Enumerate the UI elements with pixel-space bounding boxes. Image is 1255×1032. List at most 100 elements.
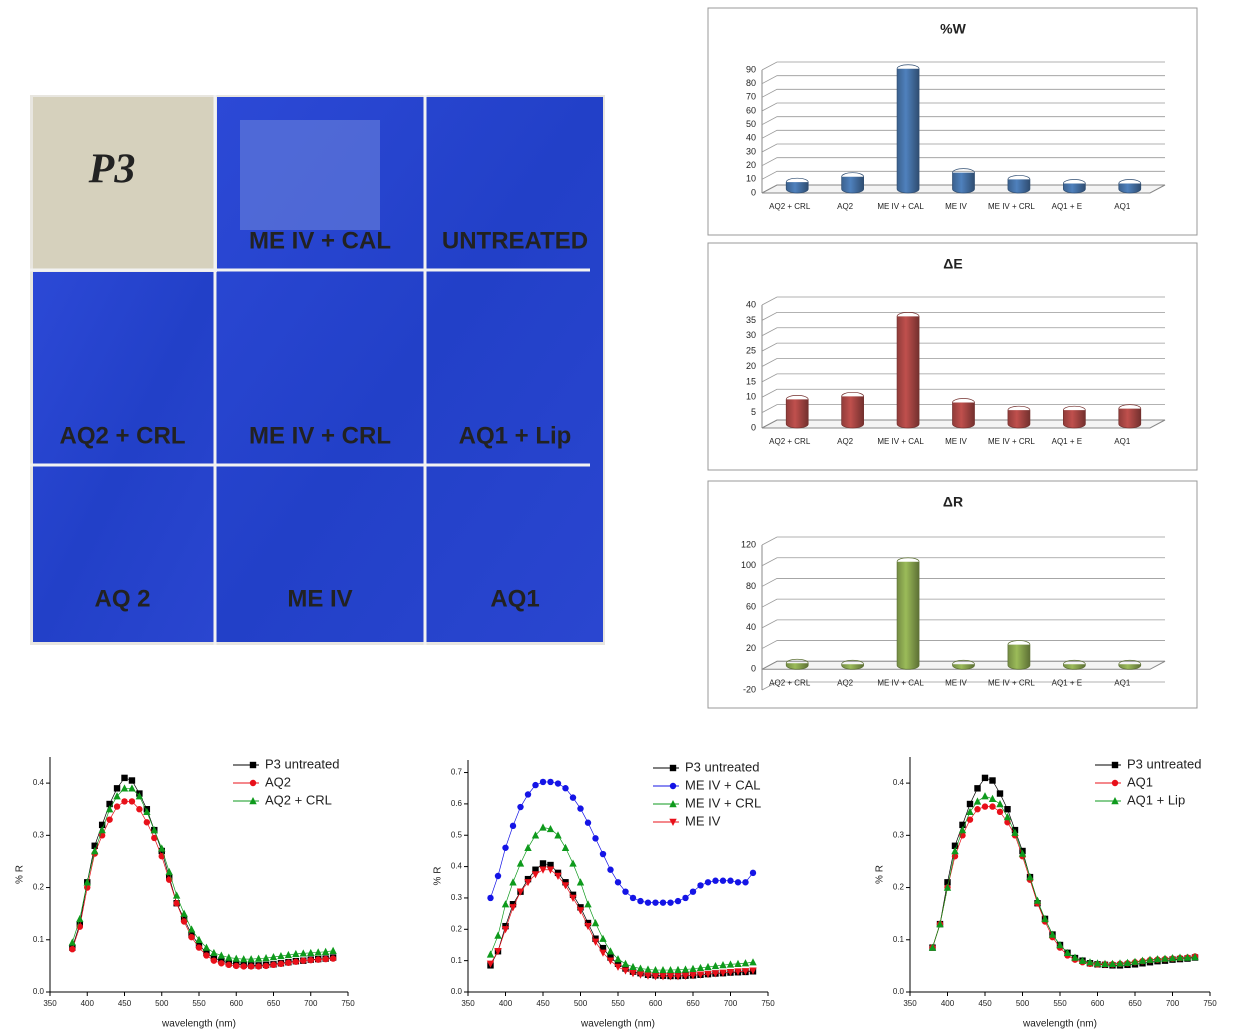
x-tick-label: 650 <box>686 999 700 1008</box>
x-tick-label: 450 <box>978 999 992 1008</box>
marker <box>982 775 988 781</box>
y-tick-label: 0.1 <box>33 935 45 944</box>
x-tick-label: ME IV + CRL <box>988 437 1035 446</box>
x-tick-label: 350 <box>903 999 917 1008</box>
cleaned-patch <box>240 120 380 230</box>
y-tick-label: 30 <box>746 330 756 340</box>
chart-title: ΔE <box>943 256 962 272</box>
legend-marker <box>1112 762 1118 768</box>
marker <box>675 898 681 904</box>
x-tick-label: 450 <box>118 999 132 1008</box>
legend-label: P3 untreated <box>685 759 759 774</box>
marker <box>129 798 135 804</box>
marker <box>300 957 306 963</box>
marker <box>129 777 135 783</box>
y-tick-label: 20 <box>746 361 756 371</box>
bar-chart: ΔR-20020406080100120AQ2 + CRLAQ2ME IV + … <box>708 481 1197 708</box>
y-axis-label: % R <box>433 867 444 886</box>
x-tick-label: AQ1 + E <box>1052 678 1082 687</box>
y-tick-label: 0 <box>751 187 756 197</box>
x-tick-label: 600 <box>230 999 244 1008</box>
marker <box>570 794 576 800</box>
marker <box>540 779 546 785</box>
marker <box>989 795 996 802</box>
marker <box>660 899 666 905</box>
marker <box>210 949 217 956</box>
marker <box>652 899 658 905</box>
marker <box>196 944 202 950</box>
series-line <box>72 801 333 966</box>
line-chart: 3504004505005506006507007500.00.10.20.30… <box>875 756 1218 1029</box>
marker <box>322 956 328 962</box>
x-tick-label: 400 <box>499 999 513 1008</box>
y-tick-label: 35 <box>746 315 756 325</box>
marker <box>622 888 628 894</box>
marker <box>630 895 636 901</box>
y-tick-label: 0.7 <box>451 768 463 777</box>
marker <box>989 777 995 783</box>
marker <box>622 960 629 967</box>
chart-title: %W <box>940 21 966 37</box>
marker <box>629 963 636 970</box>
legend-label: AQ1 <box>1127 774 1153 789</box>
marker <box>69 946 75 952</box>
x-tick-label: 700 <box>724 999 738 1008</box>
x-tick-label: AQ1 <box>1114 202 1131 211</box>
photo: P3 <box>30 95 605 645</box>
x-tick-label: 400 <box>81 999 95 1008</box>
marker <box>315 956 321 962</box>
marker <box>285 960 291 966</box>
marker <box>607 957 614 964</box>
marker <box>690 888 696 894</box>
marker <box>502 845 508 851</box>
marker <box>114 785 120 791</box>
x-tick-label: AQ2 <box>837 678 854 687</box>
marker <box>585 820 591 826</box>
x-tick-label: 500 <box>155 999 169 1008</box>
marker <box>637 898 643 904</box>
y-tick-label: 0.1 <box>451 956 463 965</box>
marker <box>517 804 523 810</box>
x-tick-label: AQ1 + E <box>1052 437 1082 446</box>
legend-label: AQ2 + CRL <box>265 792 332 807</box>
marker <box>577 805 583 811</box>
marker <box>211 957 217 963</box>
x-tick-label: 550 <box>611 999 625 1008</box>
x-tick-label: ME IV <box>945 437 967 446</box>
marker <box>720 878 726 884</box>
y-tick-label: 0 <box>751 422 756 432</box>
legend-marker <box>1112 780 1118 786</box>
x-tick-label: ME IV + CAL <box>877 678 924 687</box>
marker <box>76 915 83 922</box>
legend-label: AQ2 <box>265 774 291 789</box>
legend-label: AQ1 + Lip <box>1127 792 1185 807</box>
x-tick-label: 600 <box>1091 999 1105 1008</box>
x-tick-label: 400 <box>941 999 955 1008</box>
series-line <box>72 788 333 959</box>
y-tick-label: 0.0 <box>33 987 45 996</box>
x-tick-label: AQ2 + CRL <box>769 202 811 211</box>
chart-title: ΔR <box>943 494 963 510</box>
marker <box>667 899 673 905</box>
x-axis-label: wavelength (nm) <box>580 1019 655 1030</box>
x-axis-label: wavelength (nm) <box>161 1019 236 1030</box>
legend-marker <box>250 780 256 786</box>
chart-frame <box>708 243 1197 470</box>
x-tick-label: 700 <box>1166 999 1180 1008</box>
marker <box>502 926 509 933</box>
marker <box>569 859 576 866</box>
cell-label: AQ1 <box>490 585 539 612</box>
marker <box>121 798 127 804</box>
y-tick-label: 5 <box>751 407 756 417</box>
marker <box>742 879 748 885</box>
y-tick-label: 0.0 <box>893 987 905 996</box>
y-tick-label: 0.2 <box>451 924 463 933</box>
marker <box>600 851 606 857</box>
marker <box>569 895 576 902</box>
legend-label: ME IV + CAL <box>685 777 761 792</box>
marker <box>226 962 232 968</box>
marker <box>494 932 501 939</box>
bar <box>842 392 864 428</box>
